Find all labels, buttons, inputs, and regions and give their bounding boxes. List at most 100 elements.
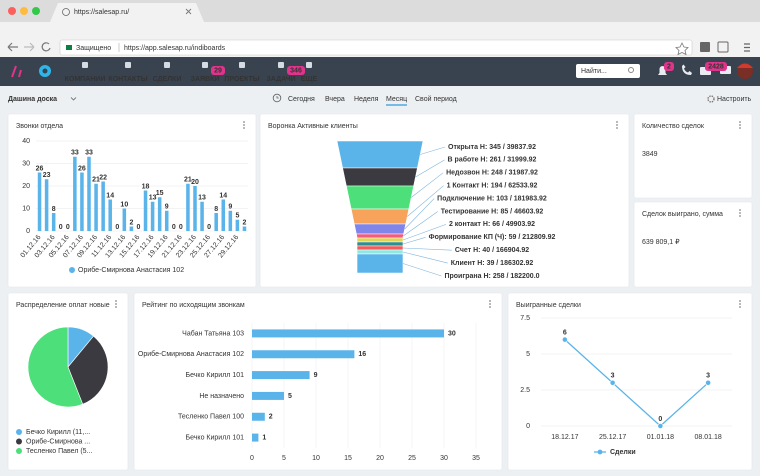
legend-label[interactable]: Сделки <box>610 449 636 456</box>
bookmark-star[interactable] <box>675 42 689 56</box>
widget-menu-dot[interactable] <box>739 127 741 129</box>
widget-menu-dot[interactable] <box>739 215 741 217</box>
bar-value-label: 15 <box>156 190 164 197</box>
period-option[interactable]: Месяц <box>386 96 407 103</box>
search-icon[interactable] <box>628 67 634 73</box>
nav-label[interactable]: ЗАЯВКИ <box>191 76 220 83</box>
widget-menu-dot[interactable] <box>739 212 741 214</box>
search-placeholder: Найти... <box>581 67 607 75</box>
reload-button[interactable] <box>41 42 51 52</box>
extension-icon[interactable] <box>717 41 729 53</box>
nav-label[interactable]: ПРОЕКТЫ <box>224 76 259 83</box>
bar <box>143 190 148 231</box>
funnel-label: 2 контакт Н: 66 / 49903.92 <box>449 221 535 228</box>
period-option[interactable]: Сегодня <box>288 96 315 103</box>
forward-button[interactable] <box>24 42 35 52</box>
bar-value-label: 8 <box>214 206 218 213</box>
widget-menu-dot[interactable] <box>243 127 245 129</box>
legend-label[interactable]: Тесленко Павел (5... <box>26 448 92 455</box>
widget-menu-dot[interactable] <box>115 306 117 308</box>
funnel-label: В работе Н: 261 / 31999.92 <box>448 156 537 164</box>
bar-value-label: 9 <box>228 204 232 211</box>
category-label: Не назначено <box>199 393 244 400</box>
widget-menu-dot[interactable] <box>739 303 741 305</box>
bar-value-label: 0 <box>66 224 70 231</box>
widget-menu-dot[interactable] <box>739 300 741 302</box>
funnel-stage <box>356 249 404 255</box>
legend-label[interactable]: Орибе-Смирнова Анастасия 102 <box>78 266 184 274</box>
period-option[interactable]: Неделя <box>354 96 379 103</box>
notification-count: 2 <box>667 64 671 71</box>
nav-label[interactable]: КОНТАКТЫ <box>108 76 147 83</box>
nav-badge <box>287 66 305 75</box>
widget-menu-dot[interactable] <box>739 124 741 126</box>
browser-menu[interactable] <box>744 43 750 52</box>
extension-icon[interactable] <box>700 42 710 52</box>
widget-menu-dot[interactable] <box>616 127 618 129</box>
widget-menu-dot[interactable] <box>739 121 741 123</box>
period-option[interactable]: Свой период <box>415 95 457 103</box>
board-caret[interactable] <box>70 97 77 101</box>
widget-menu-dot[interactable] <box>115 303 117 305</box>
board-name[interactable]: Дашина доска <box>8 96 57 103</box>
nav-icon[interactable] <box>82 62 88 68</box>
address-bar[interactable] <box>59 39 693 56</box>
funnel-label: Проиграна Н: 258 / 182200.0 <box>444 273 539 280</box>
clock-icon <box>272 93 282 103</box>
url: https://app.salesap.ru/indiboards <box>124 45 226 52</box>
bar-value-label: 33 <box>71 150 79 157</box>
nav-icon[interactable] <box>164 62 170 68</box>
legend-label[interactable]: Орибе-Смирнова ... <box>26 437 90 445</box>
window-minimize[interactable] <box>20 7 28 15</box>
period-option[interactable]: Вчера <box>325 96 345 103</box>
bar <box>150 201 155 231</box>
bar <box>221 199 226 231</box>
bar-value-label: 0 <box>115 224 119 231</box>
widget-menu-dot[interactable] <box>739 306 741 308</box>
search-box[interactable] <box>576 64 640 78</box>
widget-menu-dot[interactable] <box>616 124 618 126</box>
widget-menu-dot[interactable] <box>739 209 741 211</box>
nav-label[interactable]: ЕЩЕ <box>301 76 318 83</box>
window-zoom[interactable] <box>32 7 40 15</box>
browser-tab[interactable] <box>50 3 204 22</box>
nav-label[interactable]: СДЕЛКИ <box>153 76 182 83</box>
funnel-connector <box>411 172 444 198</box>
nav-icon[interactable] <box>239 62 245 68</box>
phone-icon[interactable] <box>682 64 692 76</box>
nav-label[interactable]: КОМПАНИИ <box>65 76 106 83</box>
bar-value-label: 9 <box>314 372 318 379</box>
nav-icon[interactable] <box>306 62 312 68</box>
bar-value-label: 0 <box>179 224 183 231</box>
bar <box>193 186 197 231</box>
bar-value-label: 33 <box>85 150 93 157</box>
nav-icon[interactable] <box>202 62 208 68</box>
widget-menu-dot[interactable] <box>115 300 117 302</box>
bar-value-label: 0 <box>59 224 63 231</box>
nav-label[interactable]: ЗАДАЧИ <box>266 76 295 83</box>
tab-close[interactable] <box>185 8 192 15</box>
window-close[interactable] <box>8 7 16 15</box>
avatar-hat <box>737 63 753 68</box>
line <box>564 339 709 427</box>
legend-label[interactable]: Бечко Кирилл (11,... <box>26 429 90 436</box>
nav-icon[interactable] <box>278 62 284 68</box>
widget-menu-dot[interactable] <box>489 306 491 308</box>
category-label: Бечко Кирилл 101 <box>186 434 245 441</box>
tab-favicon <box>62 8 70 16</box>
settings-icon[interactable] <box>707 95 715 103</box>
widget-menu-dot[interactable] <box>243 121 245 123</box>
logo[interactable] <box>11 65 22 78</box>
widget-menu-dot[interactable] <box>243 124 245 126</box>
bar <box>235 219 240 231</box>
widget-menu-dot[interactable] <box>616 121 618 123</box>
funnel-connector <box>415 159 445 178</box>
funnel-label: 1 Контакт Н: 194 / 62533.92 <box>447 183 538 190</box>
y-tick-label: 2.5 <box>520 387 530 394</box>
widget-menu-dot[interactable] <box>489 300 491 302</box>
nav-icon[interactable] <box>125 62 131 68</box>
settings-label[interactable]: Настроить <box>717 96 752 103</box>
widget-menu-dot[interactable] <box>489 303 491 305</box>
back-button[interactable] <box>7 42 18 52</box>
